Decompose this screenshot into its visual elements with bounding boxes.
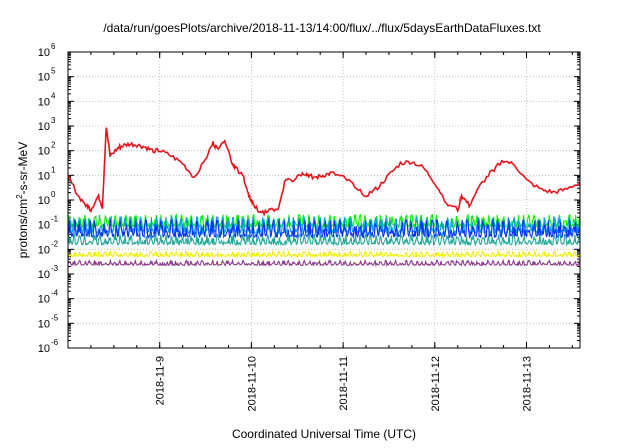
x-tick-label: 2018-11-12 — [430, 356, 442, 411]
y-tick-label: 10 — [38, 121, 50, 133]
y-tick-label: 10 — [38, 72, 50, 84]
y-tick-label: 10 — [38, 343, 50, 355]
series-group — [68, 127, 580, 268]
y-tick-base: 10 — [38, 195, 50, 207]
y-tick-exponent: 5 — [51, 67, 56, 76]
y-tick-exponent: 2 — [51, 141, 56, 150]
x-tick-label: 2018-11-9 — [155, 356, 167, 405]
y-tick-exponent: -1 — [51, 215, 59, 224]
y-tick-base: 10 — [38, 47, 50, 59]
y-tick-label: 10 — [38, 244, 50, 256]
plot-frame — [67, 51, 581, 349]
series-line — [68, 127, 580, 217]
y-tick-label: 10 — [38, 195, 50, 207]
y-tick-labels: 10-610-510-410-310-210-11001011021031041… — [38, 42, 59, 355]
y-axis-label-rest: -s-sr-MeV — [16, 142, 30, 195]
y-axis-label-unit: protons/cm — [16, 199, 30, 258]
y-tick-label: 10 — [38, 47, 50, 59]
series-line — [68, 249, 580, 259]
chart-title: /data/run/goesPlots/archive/2018-11-13/1… — [103, 21, 541, 35]
y-tick-label: 10 — [38, 269, 50, 281]
y-tick-exponent: 4 — [51, 91, 56, 100]
y-axis-label-exponent: 2 — [15, 194, 24, 199]
y-tick-label: 10 — [38, 294, 50, 306]
y-tick-base: 10 — [38, 96, 50, 108]
y-axis-label: protons/cm2-s-sr-MeV — [15, 142, 30, 258]
y-tick-exponent: -2 — [51, 239, 59, 248]
x-tick-label: 2018-11-13 — [522, 356, 534, 411]
y-tick-label: 10 — [38, 170, 50, 182]
y-tick-base: 10 — [38, 269, 50, 281]
y-tick-base: 10 — [38, 121, 50, 133]
y-tick-base: 10 — [38, 170, 50, 182]
y-tick-base: 10 — [38, 146, 50, 158]
x-tick-label: 2018-11-10 — [246, 356, 258, 411]
y-tick-exponent: 1 — [51, 165, 56, 174]
series-line — [68, 218, 580, 240]
y-tick-exponent: 0 — [51, 190, 56, 199]
y-tick-exponent: 6 — [51, 42, 56, 51]
y-tick-exponent: 3 — [51, 116, 56, 125]
y-tick-exponent: -4 — [51, 289, 59, 298]
y-tick-exponent: -6 — [51, 338, 59, 347]
y-tick-exponent: -3 — [51, 264, 59, 273]
y-tick-base: 10 — [38, 244, 50, 256]
series-line — [68, 215, 580, 236]
y-tick-base: 10 — [38, 294, 50, 306]
y-tick-base: 10 — [38, 343, 50, 355]
x-tick-label: 2018-11-11 — [338, 356, 350, 411]
y-tick-base: 10 — [38, 220, 50, 232]
series-line — [68, 258, 580, 268]
y-tick-base: 10 — [38, 318, 50, 330]
y-tick-label: 10 — [38, 220, 50, 232]
series-line — [68, 232, 580, 247]
x-tick-labels: 2018-11-9 2018-11-10 2018-11-11 2018-11-12 2… — [155, 356, 534, 411]
y-tick-exponent: -5 — [51, 313, 59, 322]
y-tick-label: 10 — [38, 96, 50, 108]
y-tick-label: 10 — [38, 146, 50, 158]
y-tick-label: 10 — [38, 318, 50, 330]
y-tick-base: 10 — [38, 72, 50, 84]
x-axis-label: Coordinated Universal Time (UTC) — [232, 427, 416, 441]
